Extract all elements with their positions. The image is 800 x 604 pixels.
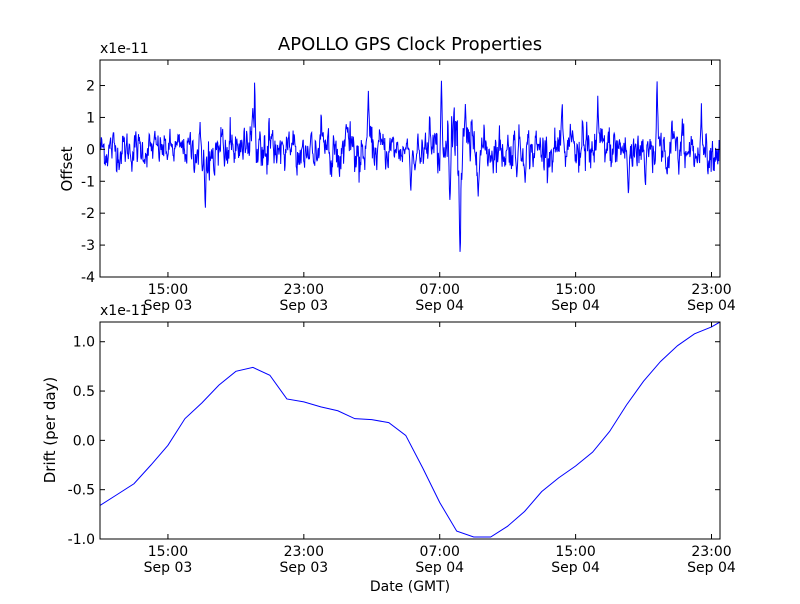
drift-ytick-label: -0.5 — [68, 483, 95, 499]
offset-y-label: Offset — [58, 146, 76, 191]
offset-xtick-date-label: Sep 03 — [144, 298, 193, 314]
drift-xtick-date-label: Sep 04 — [687, 560, 736, 576]
offset-xtick-time-label: 15:00 — [148, 282, 188, 298]
offset-ytick-label: -1 — [81, 174, 95, 190]
offset-xtick-time-label: 07:00 — [420, 282, 460, 298]
offset-ytick-label: -2 — [81, 206, 95, 222]
offset-ytick-label: -4 — [81, 270, 95, 286]
offset-ytick-label: 0 — [86, 142, 95, 158]
drift-ytick-label: 1.0 — [73, 335, 95, 351]
drift-xtick-date-label: Sep 04 — [551, 560, 600, 576]
offset-ytick-label: 1 — [86, 110, 95, 126]
offset-ytick-label: 2 — [86, 79, 95, 95]
drift-y-multiplier: x1e-11 — [100, 303, 149, 319]
drift-y-label: Drift (per day) — [41, 377, 59, 484]
drift-panel: x1e-11 Drift (per day) Date (GMT) -1.0 -0… — [41, 303, 736, 595]
offset-xtick-date-label: Sep 03 — [280, 298, 329, 314]
offset-y-multiplier: x1e-11 — [100, 41, 149, 57]
drift-ytick-label: 0.0 — [73, 433, 95, 449]
drift-x-label: Date (GMT) — [370, 579, 450, 595]
offset-xtick-date-label: Sep 04 — [687, 298, 736, 314]
offset-series-line — [100, 80, 720, 252]
drift-xtick-time-label: 23:00 — [691, 544, 731, 560]
drift-xtick-time-label: 23:00 — [284, 544, 324, 560]
offset-xtick-time-label: 15:00 — [555, 282, 595, 298]
chart-title: APOLLO GPS Clock Properties — [278, 34, 542, 55]
offset-axes-frame — [99, 59, 721, 278]
drift-xtick-date-label: Sep 03 — [144, 560, 193, 576]
drift-axes-frame — [99, 321, 721, 540]
drift-ytick-label: -1.0 — [68, 532, 95, 548]
drift-ytick-label: 0.5 — [73, 384, 95, 400]
offset-xtick-date-label: Sep 04 — [551, 298, 600, 314]
offset-xtick-date-label: Sep 04 — [415, 298, 464, 314]
drift-xtick-date-label: Sep 04 — [415, 560, 464, 576]
offset-xtick-time-label: 23:00 — [691, 282, 731, 298]
drift-xtick-time-label: 07:00 — [420, 544, 460, 560]
offset-xtick-time-label: 23:00 — [284, 282, 324, 298]
drift-xtick-time-label: 15:00 — [148, 544, 188, 560]
offset-ytick-label: -3 — [81, 238, 95, 254]
drift-series-line — [100, 322, 720, 538]
drift-xtick-time-label: 15:00 — [555, 544, 595, 560]
drift-xtick-date-label: Sep 03 — [280, 560, 329, 576]
